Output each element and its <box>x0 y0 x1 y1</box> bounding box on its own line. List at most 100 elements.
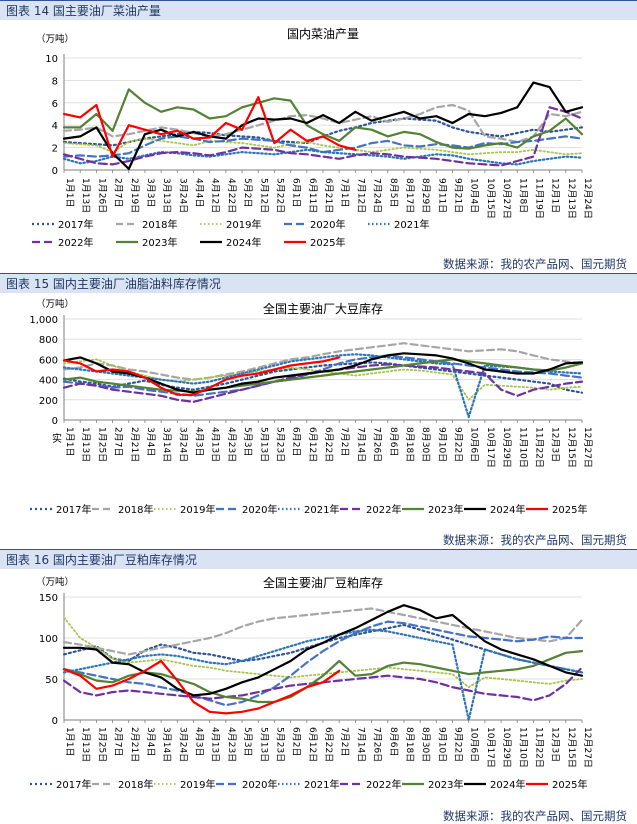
x-tick-label: 6月1日 <box>291 178 302 207</box>
x-tick-label: 11月22日 <box>533 427 544 468</box>
x-tick-label: 7月26日 <box>372 727 383 762</box>
series-line-2017 <box>62 623 584 674</box>
legend-label: 2020年 <box>242 778 277 791</box>
y-tick-label: 800 <box>39 335 58 346</box>
x-tick-label: 12月27日 <box>582 727 593 768</box>
x-tick-label: 10月15日 <box>485 178 496 219</box>
x-tick-label: 1月25日 <box>96 427 107 462</box>
x-tick-label: 1月13日 <box>80 727 91 762</box>
x-tick-label: 3月13日 <box>161 178 172 213</box>
x-tick-label: 8月5日 <box>388 178 399 207</box>
y-tick-label: 4 <box>52 121 58 132</box>
x-tick-label: 6月12日 <box>307 727 318 762</box>
x-tick-label: 12月27日 <box>582 427 593 468</box>
series-line-2022 <box>62 106 584 167</box>
series-line-2024 <box>62 352 584 394</box>
legend-label: 2022年 <box>366 778 401 791</box>
y-tick-label: 400 <box>39 376 58 387</box>
y-tick-label: 200 <box>39 396 58 407</box>
x-tick-label: 9月21日 <box>453 178 464 213</box>
x-tick-label: 3月14日 <box>161 427 172 462</box>
x-tick-label: 8月18日 <box>404 727 415 762</box>
x-tick-label: 12月15日 <box>566 427 577 468</box>
x-tick-label: 11月22日 <box>533 727 544 768</box>
x-tick-label: 1月13日 <box>80 427 91 462</box>
legend-label: 2024年 <box>490 778 525 791</box>
legend-label: 2023年 <box>142 236 177 249</box>
legend-label: 2018年 <box>118 503 153 516</box>
y-tick-label: 10 <box>45 54 58 65</box>
x-tick-label: 7月12日 <box>355 178 366 213</box>
series-line-2019 <box>63 137 583 156</box>
x-tick-label: 3月3日 <box>145 178 156 207</box>
x-tick-label: 5月13日 <box>258 427 269 462</box>
x-tick-label: 9月10日 <box>436 727 447 762</box>
x-tick-label: 12月15日 <box>566 727 577 768</box>
x-tick-label: 4月3日 <box>194 427 205 456</box>
x-tick-label: 10月17日 <box>485 727 496 768</box>
x-tick-label: 8月30日 <box>420 427 431 462</box>
legend-label: 2019年 <box>180 503 215 516</box>
x-tick-label: 2月7日 <box>113 727 124 756</box>
y-tick-label: 0 <box>52 416 58 427</box>
legend-label: 2017年 <box>58 218 93 231</box>
x-tick-label: 7月2日 <box>339 427 350 456</box>
series-line-2024 <box>62 81 584 170</box>
x-tick-label: 9月22日 <box>453 727 464 762</box>
x-tick-label: 4月3日 <box>194 727 205 756</box>
x-tick-label: 6月22日 <box>323 427 334 462</box>
x-tick-label: 9月11日 <box>436 178 447 213</box>
legend-label: 2019年 <box>226 218 261 231</box>
x-tick-label: 1月25日 <box>96 727 107 762</box>
x-tick-label: 3月24日 <box>177 178 188 213</box>
x-tick-label: 4月22日 <box>226 178 237 213</box>
figure-14-caption: 图表 14 国主要油厂菜油产量 <box>0 0 637 20</box>
y-tick-label: 0 <box>52 166 58 177</box>
x-tick-label: 4月23日 <box>226 427 237 462</box>
legend-label: 2022年 <box>58 236 93 249</box>
x-tick-label: 7月14日 <box>355 427 366 462</box>
series-line-2019 <box>63 616 583 689</box>
series-line-2021 <box>62 148 584 166</box>
y-tick-label: 50 <box>45 675 58 686</box>
x-tick-label: 4月13日 <box>210 727 221 762</box>
series-line-2018 <box>62 607 584 656</box>
x-tick-label: 3月4日 <box>145 427 156 456</box>
x-tick-label: 3月24日 <box>177 727 188 762</box>
y-tick-label: 100 <box>39 634 58 645</box>
legend-label: 2020年 <box>242 503 277 516</box>
x-tick-label: 10月29日 <box>501 727 512 768</box>
x-tick-label: 12月13日 <box>566 178 577 219</box>
x-tick-label: 12月3日 <box>550 727 561 762</box>
x-tick-label: 6月2日 <box>291 427 302 456</box>
x-tick-label: 6月12日 <box>307 427 318 462</box>
legend-label: 2018年 <box>118 778 153 791</box>
series-line-2021 <box>62 353 584 419</box>
x-tick-label: 2月21日 <box>129 427 140 462</box>
y-tick-label: 600 <box>39 355 58 366</box>
x-tick-label: 10月6日 <box>469 427 480 462</box>
x-tick-label: 8月6日 <box>388 727 399 756</box>
x-tick-label: 10月29日 <box>501 427 512 468</box>
x-tick-label: 12月3日 <box>550 427 561 462</box>
x-tick-label: 4月13日 <box>210 427 221 462</box>
y-tick-label: 0 <box>52 716 58 727</box>
x-tick-label: 1月1日 <box>64 727 75 756</box>
legend-label: 2024年 <box>490 503 525 516</box>
x-tick-label: 5月22日 <box>274 178 285 213</box>
x-tick-label: 5月2日 <box>242 178 253 207</box>
x-tick-label: 5月3日 <box>242 727 253 756</box>
y-tick-label: 2 <box>52 144 58 155</box>
x-tick-label: 7月26日 <box>372 427 383 462</box>
origin-label: 实 <box>52 432 62 445</box>
chart-title: 全国主要油厂大豆库存 <box>263 301 383 316</box>
figure-14-source: 数据来源：我的农产品网、国元期货 <box>443 257 627 271</box>
legend-label: 2018年 <box>142 218 177 231</box>
x-tick-label: 8月29日 <box>420 178 431 213</box>
figure-15-caption: 图表 15 国内主要油厂油脂油料库存情况 <box>0 273 637 293</box>
x-tick-label: 5月13日 <box>258 727 269 762</box>
legend-label: 2025年 <box>310 236 345 249</box>
x-tick-label: 6月21日 <box>323 178 334 213</box>
x-tick-label: 4月23日 <box>226 727 237 762</box>
x-tick-label: 11月8日 <box>517 178 528 213</box>
